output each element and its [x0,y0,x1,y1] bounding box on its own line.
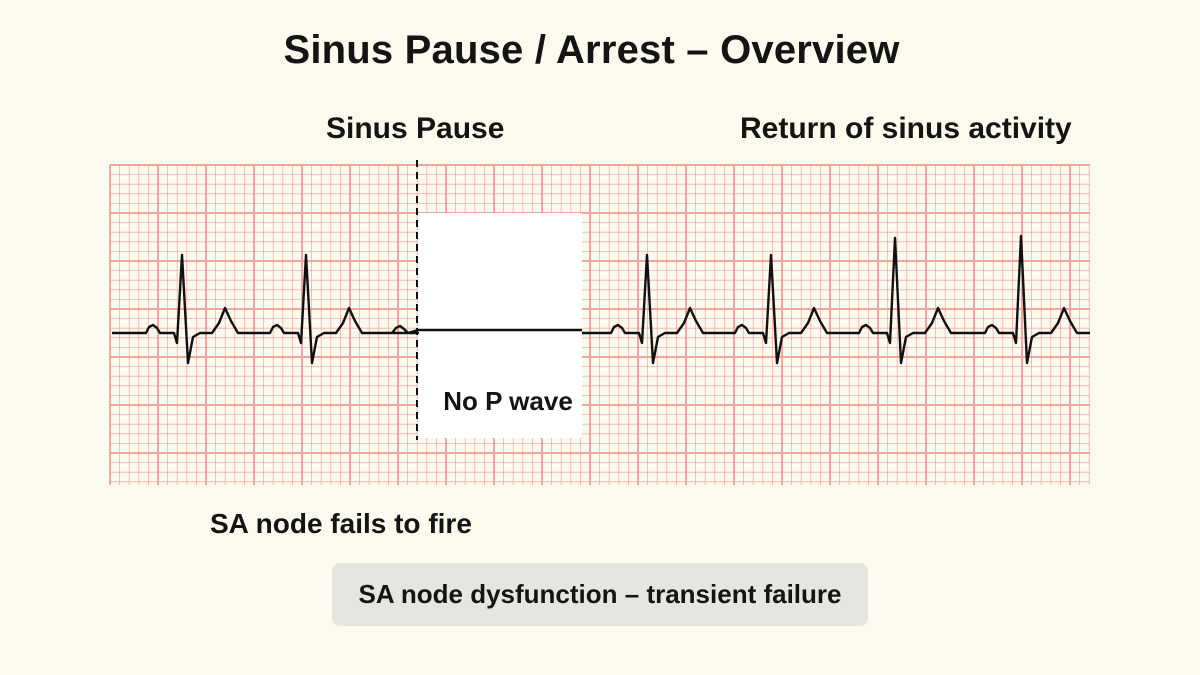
pause-box [418,213,582,438]
ecg-grid-major [109,164,1090,485]
caption-box: SA node dysfunction – transient failure [332,563,868,626]
ecg-trace-before-pause [112,253,420,365]
no-p-wave-label: No P wave [443,386,573,416]
page-title: Sinus Pause / Arrest – Overview [283,28,900,72]
ecg-trace-after-pause [582,234,1090,365]
sa-node-fails-label: SA node fails to fire [210,508,472,539]
sinus-pause-label: Sinus Pause [326,112,505,145]
return-of-sinus-activity-label: Return of sinus activity [740,112,1072,145]
